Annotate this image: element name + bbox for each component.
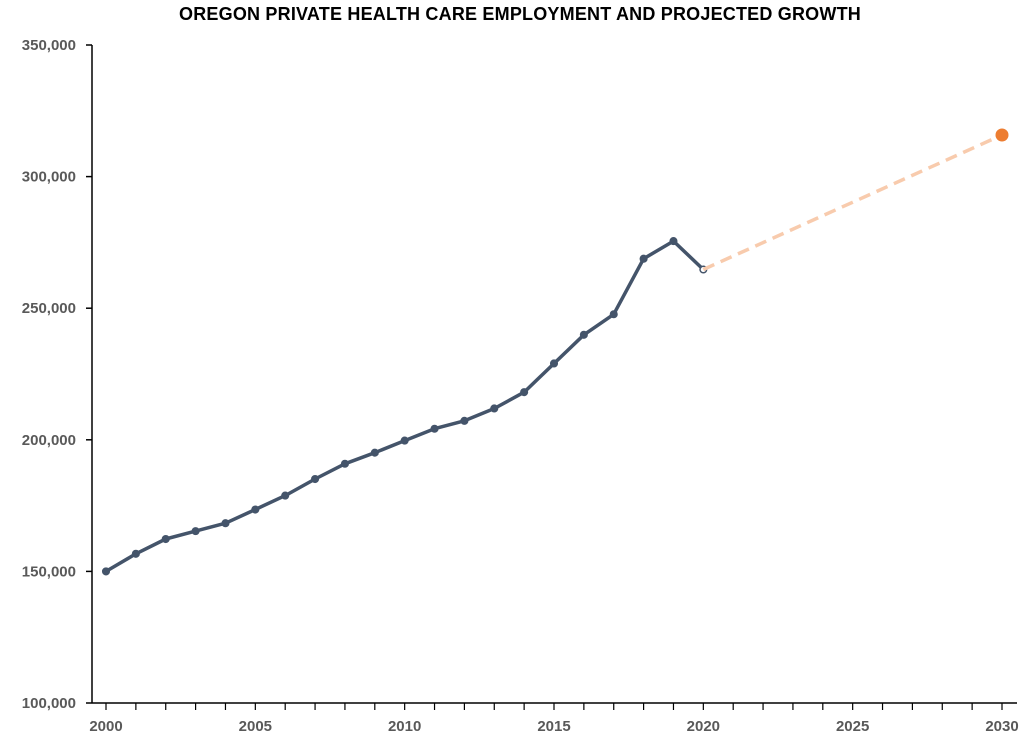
axes xyxy=(86,44,1017,710)
data-point xyxy=(460,416,469,425)
series-layer xyxy=(101,128,1009,576)
data-point xyxy=(579,330,588,339)
data-point xyxy=(191,527,200,536)
data-point xyxy=(520,388,529,397)
x-tick-label: 2020 xyxy=(687,718,720,734)
x-tick-label: 2015 xyxy=(537,718,570,734)
data-point xyxy=(311,474,320,484)
x-tick-label: 2025 xyxy=(836,718,869,734)
data-point xyxy=(101,567,111,576)
data-point xyxy=(549,359,559,368)
x-tick-label: 2000 xyxy=(89,718,122,734)
data-point xyxy=(221,519,230,528)
data-point xyxy=(251,505,260,514)
x-tick-label: 2030 xyxy=(985,718,1018,734)
y-tick-label: 300,000 xyxy=(22,169,76,186)
x-tick-label: 2005 xyxy=(239,718,272,734)
data-point xyxy=(609,310,618,319)
y-tick-label: 350,000 xyxy=(22,37,76,54)
data-point xyxy=(430,424,439,433)
data-point xyxy=(370,448,379,457)
data-point xyxy=(639,254,648,263)
x-tick-label: 2010 xyxy=(388,718,421,734)
y-tick-label: 200,000 xyxy=(22,432,76,449)
data-point xyxy=(400,436,409,445)
data-point xyxy=(281,491,290,500)
projected-point xyxy=(995,128,1009,142)
y-tick-label: 150,000 xyxy=(22,563,76,580)
y-tick-label: 250,000 xyxy=(22,300,76,317)
data-point xyxy=(131,549,140,558)
projection-line xyxy=(702,133,1003,272)
y-tick-label: 100,000 xyxy=(22,695,76,712)
data-point xyxy=(340,459,349,468)
data-point xyxy=(490,404,499,413)
data-point xyxy=(669,237,678,246)
data-point xyxy=(161,534,170,544)
tick-labels: 100,000 150,000 200,000 250,000 300,000 350,0… xyxy=(22,37,1019,734)
chart-title: OREGON PRIVATE HEALTH CARE EMPLOYMENT AN… xyxy=(179,4,861,24)
employment-line xyxy=(105,239,705,573)
